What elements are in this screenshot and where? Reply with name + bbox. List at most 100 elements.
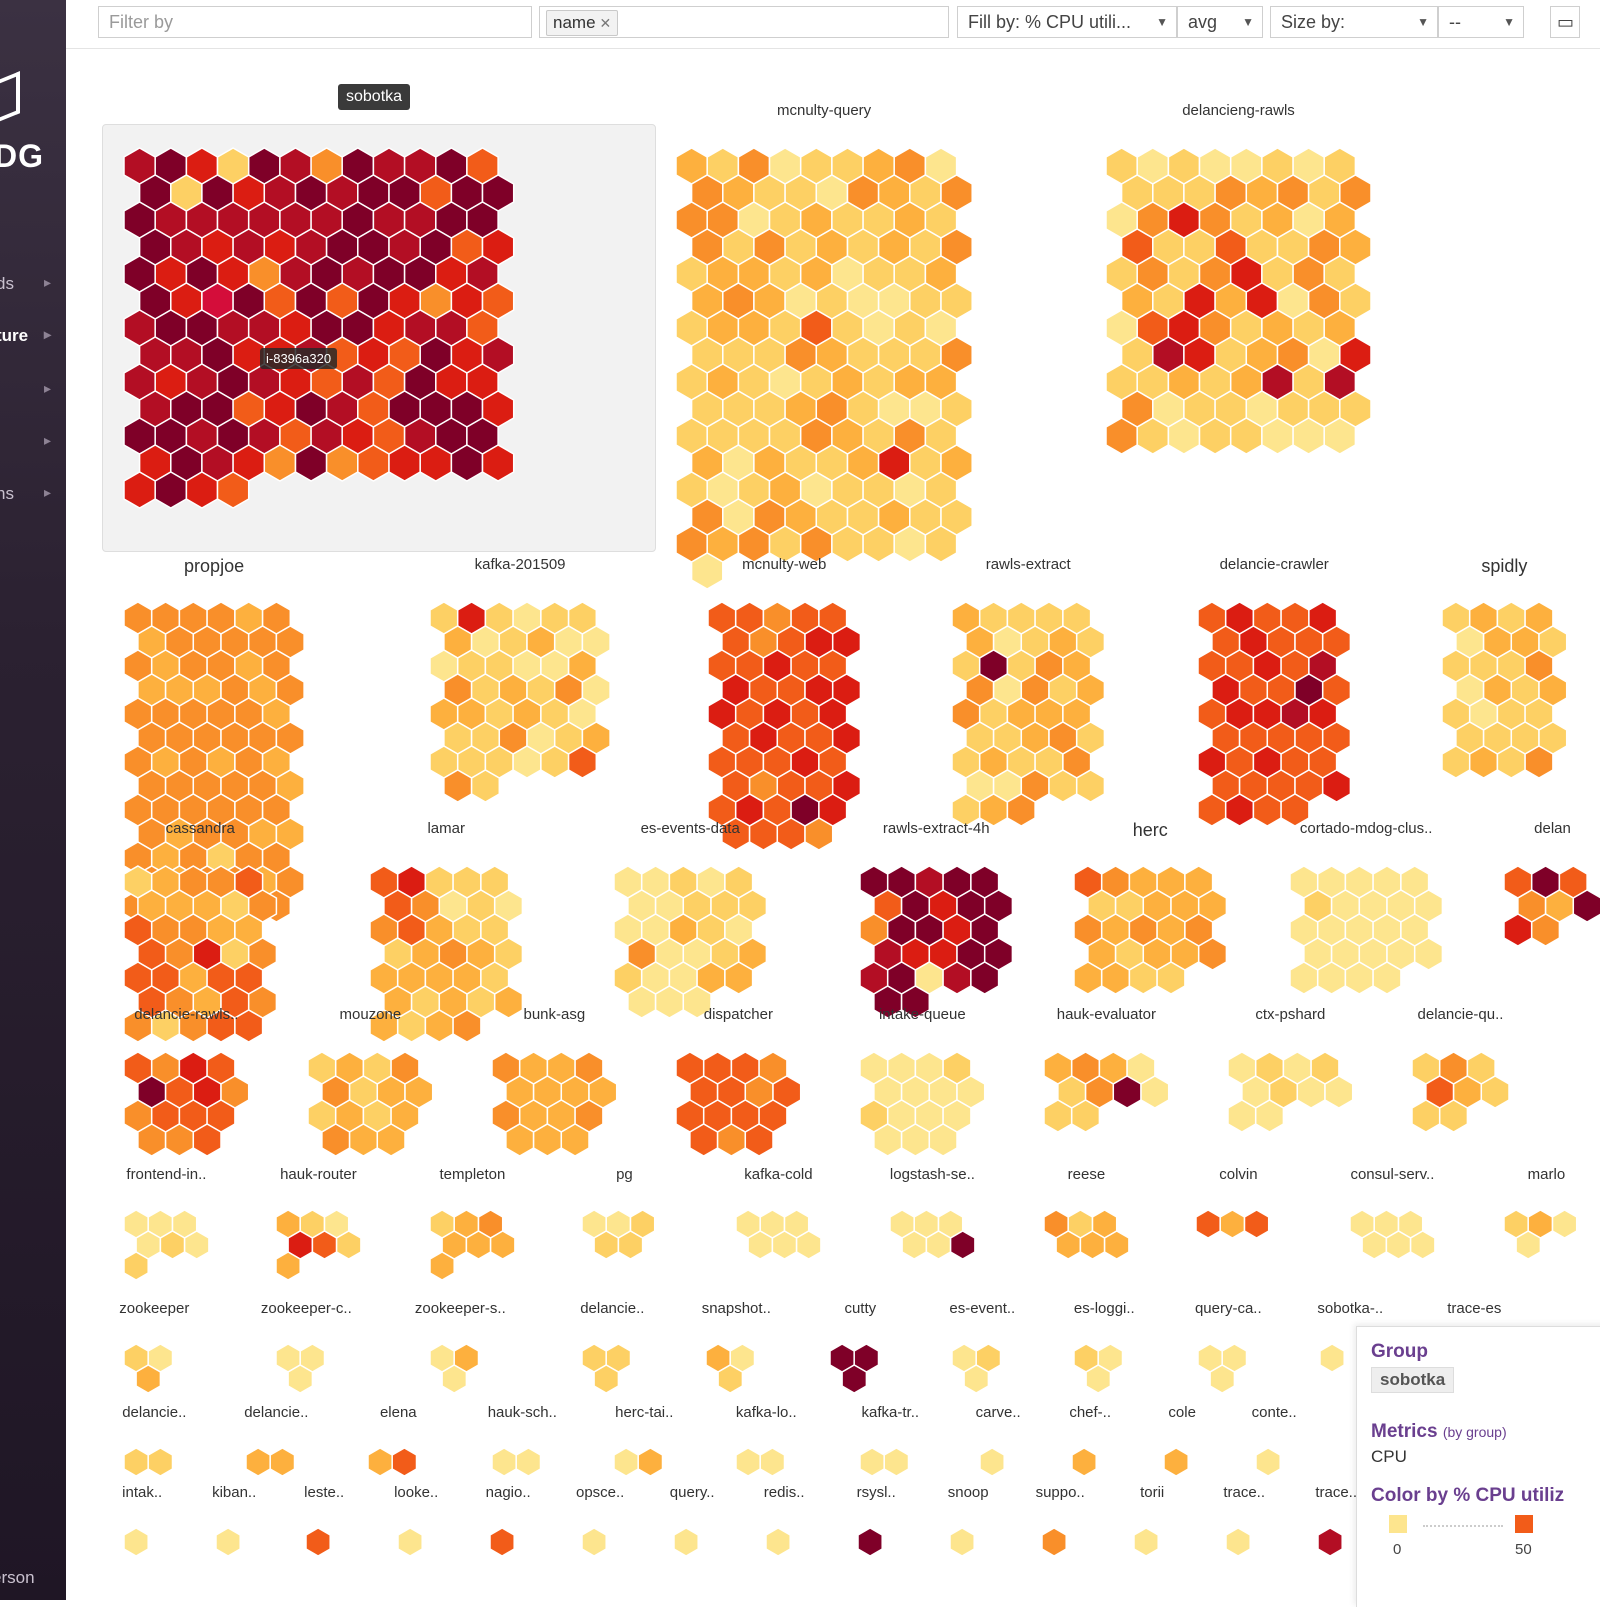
host-hexagon[interactable] xyxy=(470,769,501,803)
group-label[interactable]: delancie-rawls.. xyxy=(134,1006,239,1023)
group-label[interactable]: pg xyxy=(616,1166,633,1183)
host-hexagon[interactable] xyxy=(900,985,931,1019)
host-hexagon[interactable] xyxy=(928,1123,958,1157)
host-hexagon[interactable] xyxy=(1289,961,1319,995)
group-label[interactable]: trace.. xyxy=(1223,1484,1266,1501)
group-label[interactable]: consul-serv.. xyxy=(1350,1166,1435,1183)
host-group[interactable] xyxy=(1411,1051,1510,1133)
host-hexagon[interactable] xyxy=(1071,1447,1097,1477)
group-label[interactable]: cole xyxy=(1168,1404,1196,1421)
host-hexagon[interactable] xyxy=(1321,769,1352,803)
group-label[interactable]: chef-.. xyxy=(1069,1404,1112,1421)
group-label[interactable]: herc xyxy=(1132,820,1168,840)
host-group[interactable] xyxy=(581,1209,656,1260)
host-group[interactable] xyxy=(1225,1527,1251,1557)
host-group[interactable] xyxy=(307,1051,434,1157)
group-label[interactable]: intake-queue xyxy=(878,1006,966,1023)
host-hexagon[interactable] xyxy=(123,1251,149,1281)
group-label[interactable]: query-ca.. xyxy=(1194,1300,1262,1317)
host-hexagon[interactable] xyxy=(1344,961,1374,995)
group-label[interactable]: carve.. xyxy=(975,1404,1021,1421)
host-hexagon[interactable] xyxy=(1372,961,1402,995)
group-label[interactable]: intak.. xyxy=(122,1484,163,1501)
group-by-input[interactable]: name ✕ xyxy=(539,6,949,38)
host-group[interactable] xyxy=(1073,1343,1124,1394)
host-hexagon[interactable] xyxy=(367,1447,393,1477)
host-hexagon[interactable] xyxy=(159,1230,186,1260)
group-label[interactable]: delancie.. xyxy=(122,1404,187,1421)
group-label[interactable]: conte.. xyxy=(1251,1404,1297,1421)
host-hexagon[interactable] xyxy=(443,769,473,803)
host-hexagon[interactable] xyxy=(1441,745,1471,779)
group-label[interactable]: mcnulty-web xyxy=(742,556,827,573)
host-group[interactable] xyxy=(829,1343,880,1394)
fill-agg-select[interactable]: avg ▼ xyxy=(1177,6,1263,38)
host-hexagon[interactable] xyxy=(540,745,570,779)
host-hexagon[interactable] xyxy=(1385,1230,1412,1260)
host-group[interactable] xyxy=(1195,1209,1270,1239)
host-hexagon[interactable] xyxy=(397,1527,423,1557)
host-hexagon[interactable] xyxy=(1041,1527,1067,1557)
host-hexagon[interactable] xyxy=(724,961,754,995)
group-label[interactable]: rsysl.. xyxy=(856,1484,896,1501)
group-label[interactable]: mcnulty-query xyxy=(776,102,872,119)
host-hexagon[interactable] xyxy=(311,1230,338,1260)
host-hexagon[interactable] xyxy=(335,1230,362,1260)
host-hexagon[interactable] xyxy=(376,1123,406,1157)
host-hexagon[interactable] xyxy=(1156,961,1186,995)
group-label[interactable]: delancieng-rawls xyxy=(1182,102,1295,119)
host-hexagon[interactable] xyxy=(234,1009,264,1043)
host-hexagon[interactable] xyxy=(1319,1343,1345,1373)
host-group[interactable] xyxy=(491,1051,618,1157)
host-hexagon[interactable] xyxy=(747,1230,774,1260)
host-group[interactable] xyxy=(1255,1447,1281,1477)
host-hexagon[interactable] xyxy=(859,1447,885,1477)
host-hexagon[interactable] xyxy=(1209,1364,1236,1394)
group-label[interactable]: looke.. xyxy=(394,1484,439,1501)
host-group[interactable] xyxy=(581,1527,607,1557)
host-hexagon[interactable] xyxy=(183,1230,210,1260)
host-group[interactable] xyxy=(1441,601,1568,779)
host-group[interactable] xyxy=(275,1343,326,1394)
host-hexagon[interactable] xyxy=(1409,1230,1436,1260)
host-group[interactable] xyxy=(581,1343,632,1394)
host-hexagon[interactable] xyxy=(1572,889,1600,923)
host-hexagon[interactable] xyxy=(1243,1209,1270,1239)
host-group[interactable] xyxy=(673,1527,699,1557)
host-hexagon[interactable] xyxy=(1043,1099,1073,1133)
host-hexagon[interactable] xyxy=(567,745,598,779)
group-label[interactable]: kafka-lo.. xyxy=(735,1404,797,1421)
host-hexagon[interactable] xyxy=(617,1230,644,1260)
host-group[interactable] xyxy=(951,1343,1002,1394)
group-label[interactable]: lamar xyxy=(427,820,465,837)
remove-tag-icon[interactable]: ✕ xyxy=(599,15,612,31)
host-hexagon[interactable] xyxy=(1006,793,1036,827)
host-group[interactable] xyxy=(613,1447,664,1477)
fill-by-select[interactable]: Fill by: % CPU utili... ▼ xyxy=(957,6,1177,38)
group-label[interactable]: snoop xyxy=(947,1484,989,1501)
host-group[interactable] xyxy=(429,1343,480,1394)
host-group[interactable] xyxy=(1043,1209,1130,1260)
host-group[interactable] xyxy=(1041,1527,1067,1557)
group-label[interactable]: mouzone xyxy=(339,1006,402,1023)
host-hexagon[interactable] xyxy=(900,1123,931,1157)
group-label[interactable]: leste.. xyxy=(304,1484,345,1501)
nav-item-integrations[interactable]: ns ▸ xyxy=(0,484,66,504)
host-group[interactable] xyxy=(215,1527,241,1557)
group-label[interactable]: snapshot.. xyxy=(701,1300,771,1317)
group-label[interactable]: trace-es xyxy=(1447,1300,1502,1317)
host-hexagon[interactable] xyxy=(717,1364,744,1394)
host-group[interactable] xyxy=(123,1527,149,1557)
group-label[interactable]: redis.. xyxy=(763,1484,805,1501)
host-hexagon[interactable] xyxy=(1361,1230,1388,1260)
host-group[interactable] xyxy=(1197,1343,1248,1394)
host-group[interactable] xyxy=(951,601,1106,827)
group-label[interactable]: rawls-extract-4h xyxy=(882,820,990,837)
host-hexagon[interactable] xyxy=(1317,1527,1343,1557)
group-label[interactable]: cassandra xyxy=(165,820,235,837)
host-hexagon[interactable] xyxy=(581,1527,607,1557)
group-label[interactable]: propjoe xyxy=(184,556,245,576)
host-group[interactable] xyxy=(707,601,862,851)
host-group[interactable] xyxy=(1319,1343,1345,1373)
host-hexagon[interactable] xyxy=(1480,1075,1510,1109)
